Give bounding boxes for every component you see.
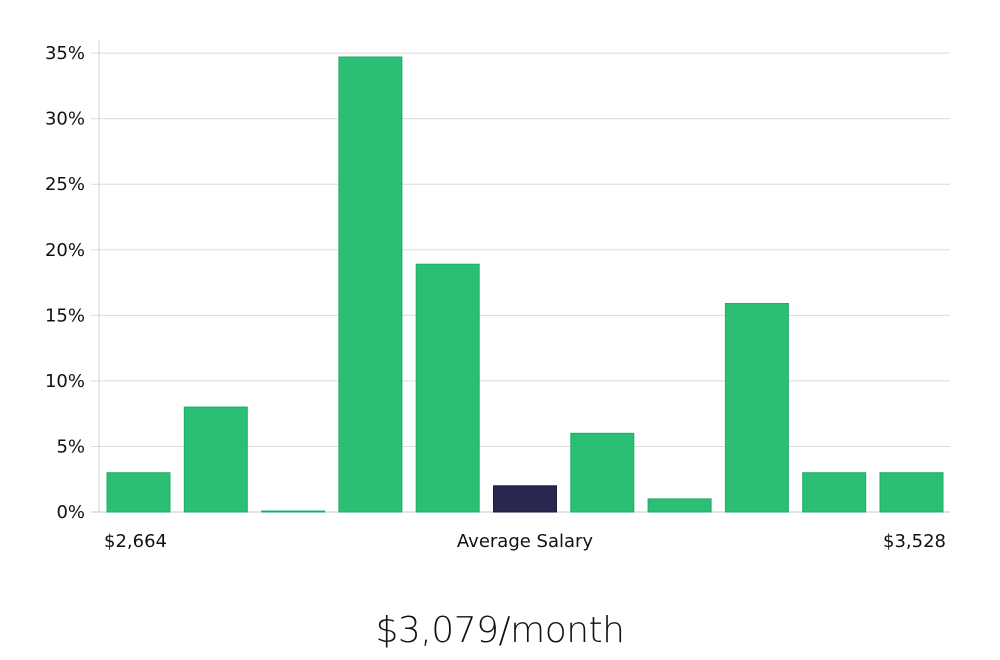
y-tick-label: 25% — [45, 174, 85, 195]
bar — [802, 472, 867, 513]
bar — [570, 432, 635, 513]
bar — [724, 303, 789, 513]
y-tick-label: 30% — [45, 109, 85, 130]
bar — [106, 472, 171, 513]
bar — [647, 498, 712, 513]
y-tick-label: 0% — [56, 502, 85, 523]
bar — [415, 263, 480, 513]
x-max-label: $3,528 — [883, 531, 946, 552]
average-salary-headline: $3,079/month — [375, 610, 625, 651]
x-center-label: Average Salary — [457, 531, 594, 552]
y-tick-label: 5% — [56, 436, 85, 457]
y-tick-label: 20% — [45, 240, 85, 261]
y-tick-label: 10% — [45, 371, 85, 392]
y-tick-label: 15% — [45, 305, 85, 326]
salary-distribution-chart: 0% 5% 10% 15% 20% 25% 30% 35% $2,664 Average Sa… — [45, 40, 950, 552]
bars — [106, 56, 944, 513]
bar-average-salary — [493, 485, 557, 513]
x-min-label: $2,664 — [104, 531, 167, 552]
y-axis-ticks: 0% 5% 10% 15% 20% 25% 30% 35% — [45, 43, 85, 523]
bar — [879, 472, 944, 513]
bar — [338, 56, 403, 513]
bar — [183, 406, 248, 513]
bar — [261, 510, 326, 513]
y-tick-label: 35% — [45, 43, 85, 64]
